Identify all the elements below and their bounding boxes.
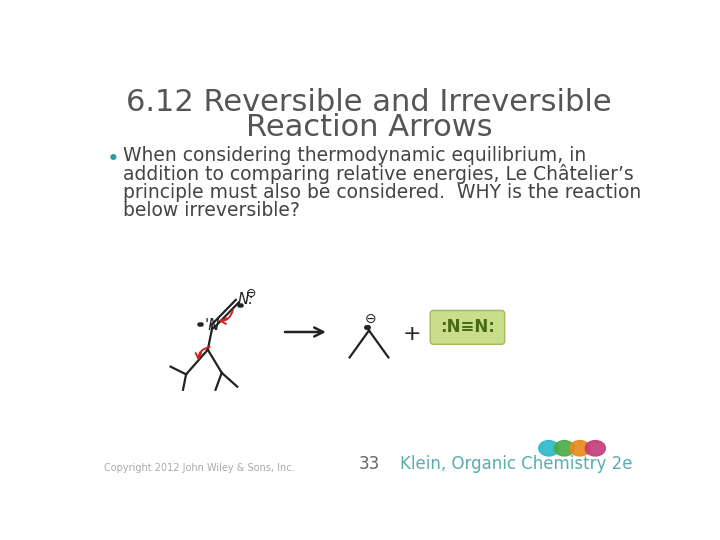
Text: When considering thermodynamic equilibrium, in: When considering thermodynamic equilibri… [122, 146, 586, 165]
Text: addition to comparing relative energies, Le Châtelier’s: addition to comparing relative energies,… [122, 164, 634, 184]
Ellipse shape [539, 441, 559, 456]
Text: :N≡N:: :N≡N: [440, 319, 495, 336]
Text: •: • [107, 148, 120, 168]
Text: principle must also be considered.  WHY is the reaction: principle must also be considered. WHY i… [122, 183, 641, 201]
Text: below irreversible?: below irreversible? [122, 201, 300, 220]
Text: 6.12 Reversible and Irreversible: 6.12 Reversible and Irreversible [126, 88, 612, 117]
Text: 'N: 'N [204, 318, 220, 333]
Ellipse shape [554, 441, 575, 456]
Text: +: + [402, 323, 421, 343]
Ellipse shape [570, 441, 590, 456]
Text: N:: N: [238, 292, 255, 307]
Text: 33: 33 [359, 455, 379, 473]
Text: Copyright 2012 John Wiley & Sons, Inc.: Copyright 2012 John Wiley & Sons, Inc. [104, 463, 294, 473]
FancyBboxPatch shape [431, 310, 505, 345]
Text: ⊖: ⊖ [246, 287, 256, 300]
Text: Klein, Organic Chemistry 2e: Klein, Organic Chemistry 2e [400, 455, 632, 473]
Ellipse shape [585, 441, 606, 456]
Text: Reaction Arrows: Reaction Arrows [246, 112, 492, 141]
Text: ⊖: ⊖ [365, 312, 377, 326]
